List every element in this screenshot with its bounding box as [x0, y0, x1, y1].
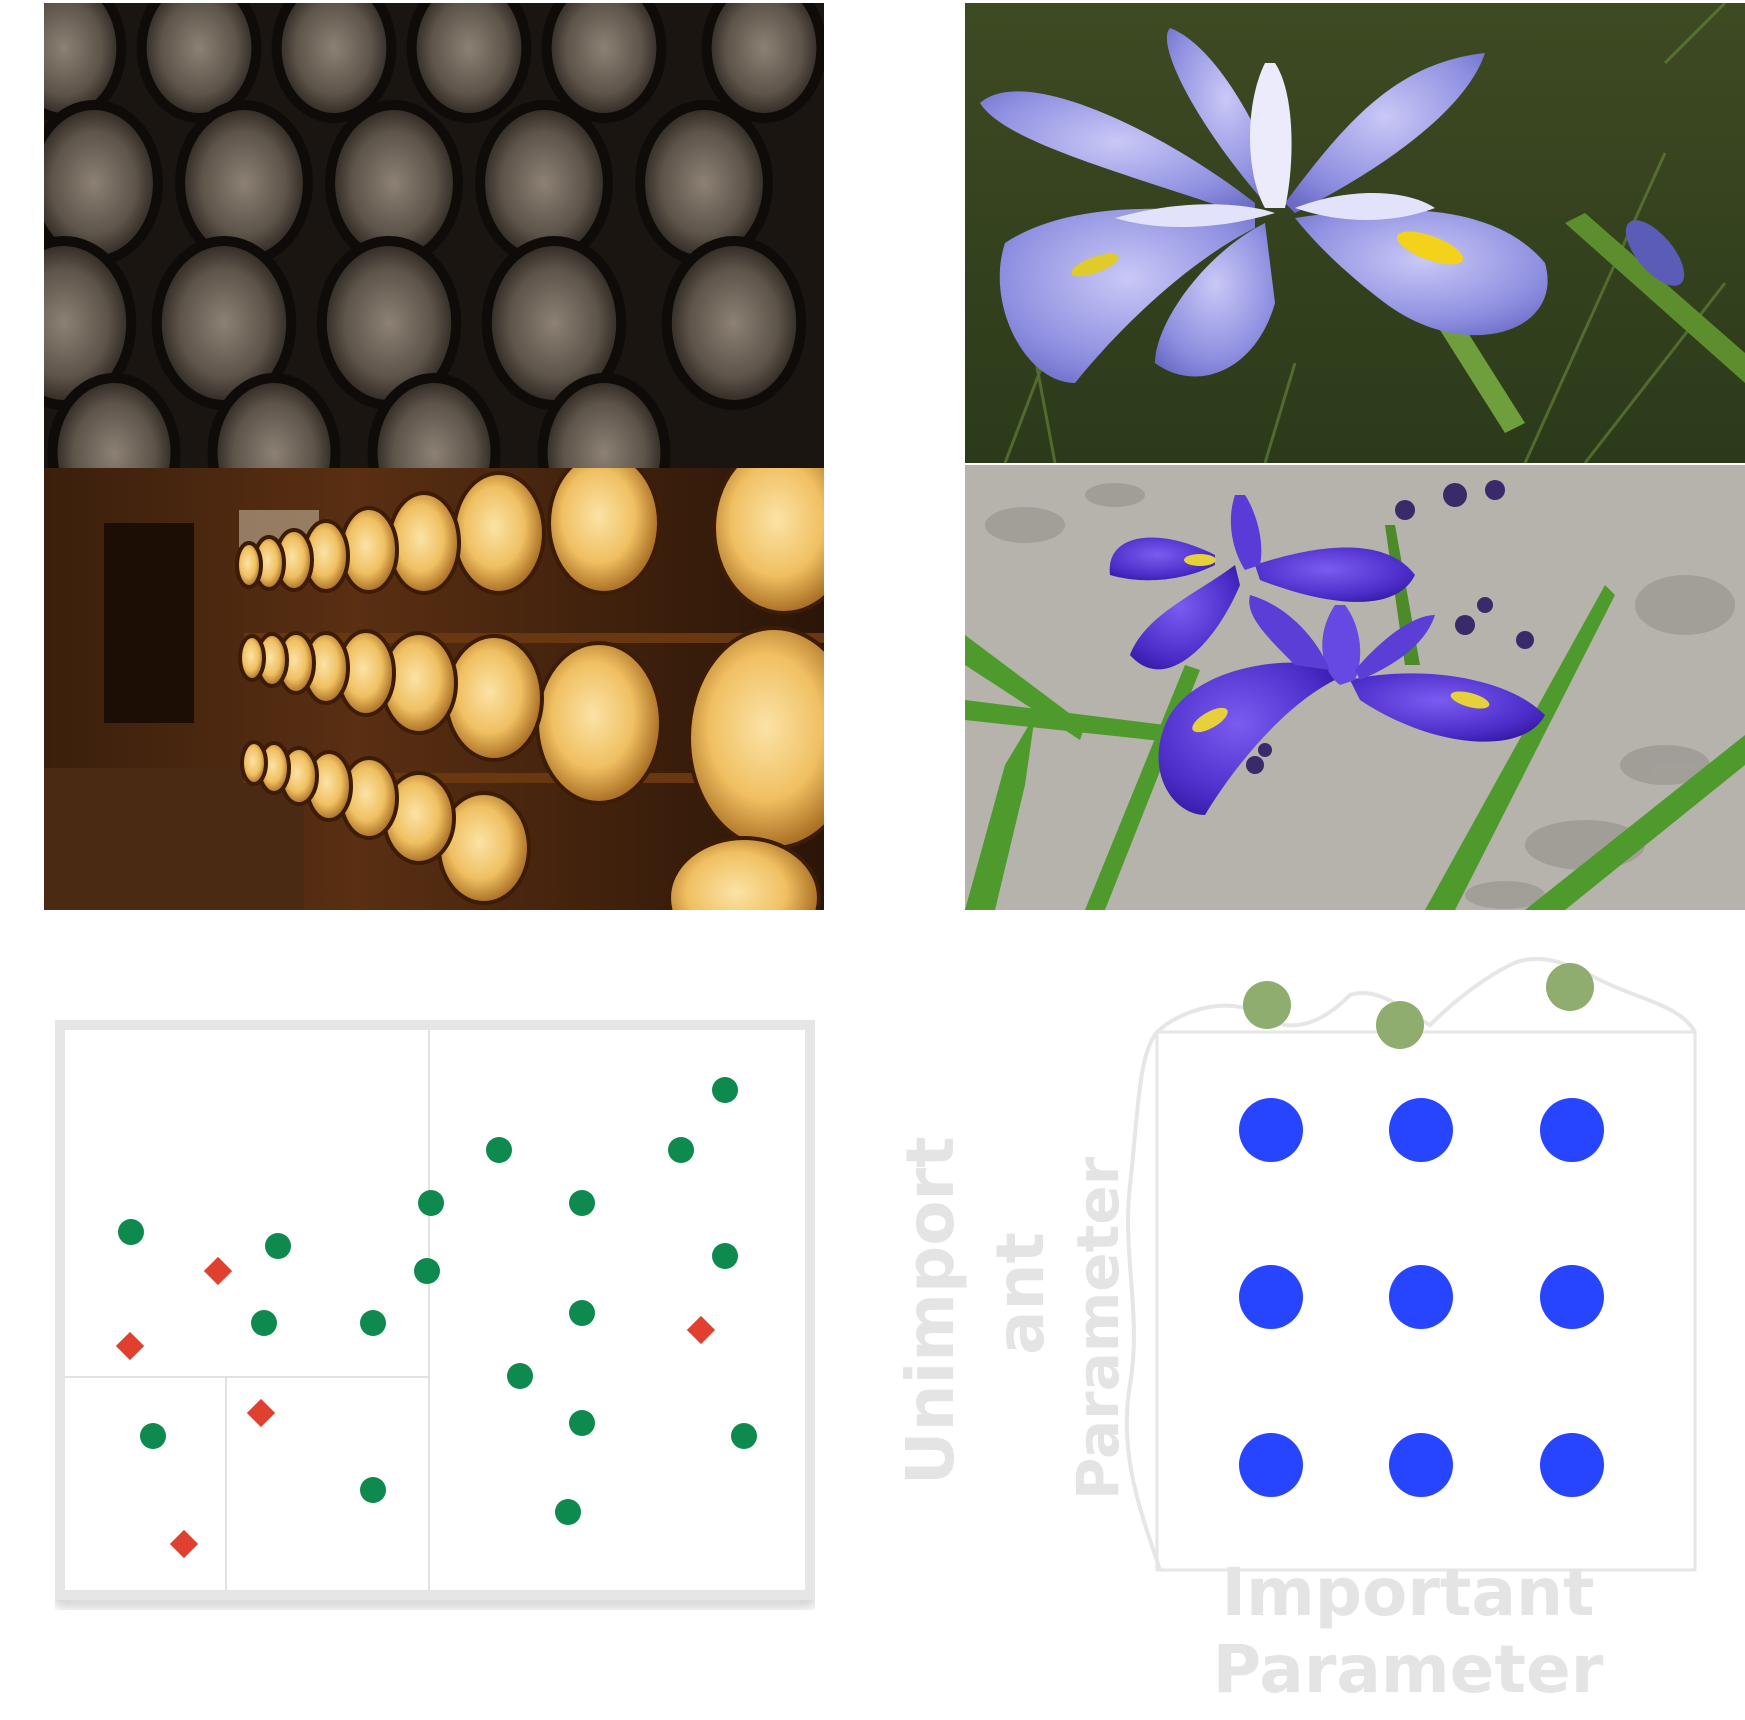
barrel-end [635, 100, 773, 266]
photo-dark-iris [965, 465, 1745, 910]
barrel-end [452, 471, 546, 595]
partition-lines [65, 1030, 430, 1590]
photo-light-iris [965, 3, 1745, 463]
y-axis-label-part-1: Unimport [892, 1136, 969, 1485]
y-axis-label-part-2: ant [982, 1232, 1059, 1355]
class-a-point [140, 1423, 166, 1449]
barrel-end [136, 3, 262, 123]
class-a-point [668, 1137, 694, 1163]
barrel-end [367, 373, 501, 468]
class-a-point [507, 1363, 533, 1389]
class-a-point [118, 1219, 144, 1245]
light-iris-illustration [965, 3, 1745, 463]
barrel-end [240, 740, 268, 786]
left-profile-curve [1124, 1030, 1162, 1571]
grid-sample-point [1389, 1265, 1453, 1329]
grid-plot-box [1155, 1030, 1697, 1572]
class-a-point [360, 1477, 386, 1503]
class-a-point [555, 1499, 581, 1525]
grid-sample-point [1239, 1265, 1303, 1329]
profile-peak-point [1243, 981, 1291, 1029]
barrel-end [207, 373, 341, 468]
barrel-end [47, 373, 181, 468]
barrel-end [444, 634, 544, 762]
class-a-point [712, 1077, 738, 1103]
class-a-point [251, 1310, 277, 1336]
decision-tree-scatter-panel [55, 1020, 815, 1610]
barrel-end [537, 373, 671, 468]
photo-whiskey-barrels [44, 468, 824, 910]
x-axis-label-line-2: Parameter [1213, 1631, 1604, 1708]
grid-sample-point [1389, 1098, 1453, 1162]
barrel-end [661, 236, 807, 410]
barrel-end [238, 634, 266, 682]
photo-wine-barrels [44, 3, 824, 468]
class-a-point [569, 1190, 595, 1216]
barrel-end [175, 100, 313, 266]
barrel-end [271, 3, 397, 123]
class-a-point [360, 1310, 386, 1336]
profile-peak-point [1376, 1001, 1424, 1049]
class-a-point [414, 1258, 440, 1284]
class-b-point [115, 1331, 145, 1361]
barrel-end [541, 3, 667, 123]
class-a-point [731, 1423, 757, 1449]
scatter-svg [55, 1020, 815, 1600]
barrel-end [712, 468, 824, 615]
x-axis-label-line-1: Important [1221, 1554, 1594, 1631]
barrel-end [667, 836, 821, 910]
class-b-point [169, 1529, 199, 1559]
barrel-end [235, 541, 263, 589]
class-b-point [686, 1315, 716, 1345]
grid-sample-point [1239, 1433, 1303, 1497]
whiskey-barrels-illustration [44, 468, 824, 910]
barrel-end [387, 491, 461, 595]
dark-iris-illustration [965, 465, 1745, 910]
barrel-end [547, 468, 661, 595]
barrel-end [535, 641, 663, 805]
top-profile-curve [1155, 956, 1697, 1034]
grid-sample-point [1540, 1433, 1604, 1497]
grid-sample-point [1389, 1433, 1453, 1497]
class-a-point [265, 1233, 291, 1259]
profile-peak-point [1546, 963, 1594, 1011]
grid-sample-point [1239, 1098, 1303, 1162]
grid-search-svg: Unimport ant Parameter Important Paramet… [892, 956, 1697, 1708]
y-axis-label-part-3: Parameter [1064, 1156, 1132, 1500]
grid-sample-point [1540, 1265, 1604, 1329]
wine-barrels-illustration [44, 3, 824, 468]
class-a-point [569, 1300, 595, 1326]
grid-search-panel: Unimport ant Parameter Important Paramet… [880, 955, 1710, 1715]
class-a-point [569, 1410, 595, 1436]
class-b-point [246, 1398, 276, 1428]
class-a-point [486, 1137, 512, 1163]
scatter-frame [55, 1020, 815, 1600]
barrel-end [701, 3, 824, 123]
barrel-end [406, 3, 532, 123]
class-b-point [203, 1256, 233, 1286]
class-a-point [712, 1243, 738, 1269]
class-a-point [418, 1190, 444, 1216]
grid-sample-point [1540, 1098, 1604, 1162]
